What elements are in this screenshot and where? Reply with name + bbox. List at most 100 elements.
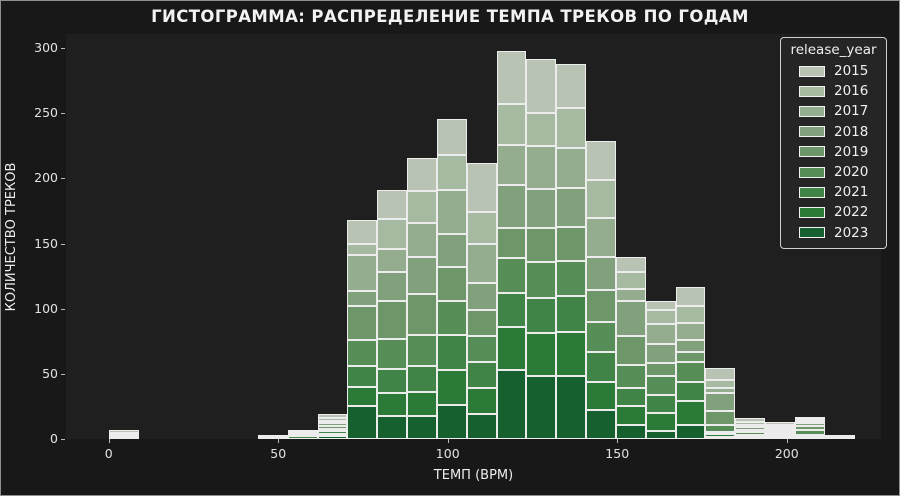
bar-segment-2015 [526, 58, 557, 114]
bar-segment-2023 [556, 376, 587, 439]
bar-segment-2022 [347, 386, 378, 407]
x-tick-label-100: 100 [435, 446, 460, 461]
bar-segment-2021 [794, 435, 825, 437]
bar-column-bpm-202.4 [794, 416, 825, 439]
bar-segment-2021 [705, 431, 736, 435]
bar-segment-2018 [287, 430, 318, 433]
bar-segment-2020 [794, 429, 825, 435]
y-tick-label-0: 0 [50, 431, 58, 446]
bar-segment-2015 [436, 118, 467, 155]
y-tick-mark [61, 113, 65, 115]
y-tick-label-150: 150 [34, 235, 58, 251]
bar-segment-2020 [556, 260, 587, 296]
bar-segment-2023 [377, 415, 408, 439]
bar-column-bpm-96.8 [436, 118, 467, 439]
bar-segment-2019 [705, 410, 736, 426]
bar-segment-2015 [615, 256, 646, 273]
bar-column-bpm-88 [407, 157, 437, 439]
bar-segment-2022 [794, 437, 825, 439]
bar-segment-2022 [765, 437, 795, 439]
x-tick-label-0: 0 [104, 446, 113, 461]
x-tick-mark [617, 439, 619, 443]
bar-segment-2022 [615, 406, 646, 425]
bar-segment-2022 [496, 326, 527, 370]
bar-segment-2017 [765, 427, 795, 429]
legend-swatch-2023 [799, 227, 825, 239]
bar-segment-2017 [705, 387, 736, 393]
legend-item-2022: 2022 [789, 202, 878, 222]
bar-column-bpm-211.2 [824, 435, 855, 439]
bar-segment-2015 [496, 50, 527, 105]
legend: release_year 2015 2016 2017 2018 2019 2020 202… [780, 37, 887, 249]
bar-column-bpm-114.4 [496, 50, 527, 439]
bar-segment-2023 [526, 376, 557, 439]
bar-segment-2016 [407, 191, 437, 223]
legend-swatch-2022 [799, 206, 825, 218]
bar-segment-2019 [675, 351, 706, 363]
bar-segment-2022 [645, 412, 676, 432]
bar-column-bpm-123.2 [526, 58, 557, 439]
legend-label: 2018 [834, 123, 869, 140]
bar-column-bpm-184.8 [735, 418, 766, 439]
legend-item-2018: 2018 [789, 122, 878, 142]
legend-item-2017: 2017 [789, 101, 878, 121]
bar-segment-2015 [377, 190, 408, 219]
y-tick-label-250: 250 [34, 105, 58, 121]
bar-segment-2019 [377, 300, 408, 339]
bar-segment-2021 [317, 431, 348, 434]
y-tick-mark [61, 48, 65, 50]
bar-segment-2020 [466, 336, 497, 363]
bar-column-bpm-0 [108, 430, 139, 439]
bar-segment-2018 [407, 256, 437, 295]
bar-segment-2019 [735, 429, 766, 433]
bar-segment-2015 [556, 63, 587, 109]
legend-item-2020: 2020 [789, 162, 878, 182]
bar-segment-2020 [705, 425, 736, 432]
bar-segment-2019 [436, 267, 467, 301]
bar-segment-2019 [287, 432, 318, 435]
x-tick-mark [108, 439, 110, 443]
bar-column-bpm-176 [705, 368, 736, 439]
bar-segment-2016 [436, 155, 467, 191]
y-axis-label: КОЛИЧЕСТВО ТРЕКОВ [4, 162, 19, 312]
y-tick-mark [61, 373, 65, 375]
bar-segment-2018 [615, 300, 646, 337]
bar-segment-2017 [436, 190, 467, 235]
bar-segment-2021 [765, 435, 795, 437]
legend-label: 2015 [834, 63, 869, 80]
legend-item-2019: 2019 [789, 142, 878, 162]
x-tick-label-50: 50 [270, 446, 287, 461]
bar-segment-2015 [645, 300, 676, 311]
bar-segment-2018 [108, 437, 139, 439]
legend-label: 2017 [834, 103, 869, 120]
bar-segment-2015 [735, 418, 766, 423]
bar-segment-2016 [377, 218, 408, 249]
bar-segment-2020 [436, 300, 467, 335]
bar-segment-2019 [407, 294, 437, 335]
bar-segment-2019 [496, 227, 527, 258]
bar-segment-2021 [436, 334, 467, 370]
bar-segment-2021 [466, 362, 497, 389]
legend-swatch-2017 [799, 105, 825, 117]
bar-segment-2016 [108, 433, 139, 435]
bar-segment-2021 [377, 368, 408, 394]
legend-label: 2016 [834, 83, 869, 100]
bar-segment-2015 [794, 416, 825, 420]
y-tick-label-100: 100 [34, 300, 58, 316]
bar-segment-2016 [615, 272, 646, 290]
bar-segment-2018 [735, 427, 766, 430]
legend-item-2015: 2015 [789, 61, 878, 81]
bar-segment-2023 [615, 424, 646, 439]
bar-segment-2022 [466, 388, 497, 415]
bar-segment-2018 [586, 256, 616, 291]
bar-segment-2015 [765, 422, 795, 425]
bar-segment-2021 [526, 298, 557, 334]
bar-segment-2020 [735, 432, 766, 435]
bar-column-bpm-132 [556, 63, 587, 439]
bar-segment-2016 [675, 306, 706, 324]
bar-column-bpm-193.6 [765, 422, 795, 439]
legend-label: 2019 [834, 143, 869, 160]
bar-segment-2018 [556, 187, 587, 227]
bar-segment-2016 [765, 425, 795, 427]
bar-segment-2020 [407, 334, 437, 367]
